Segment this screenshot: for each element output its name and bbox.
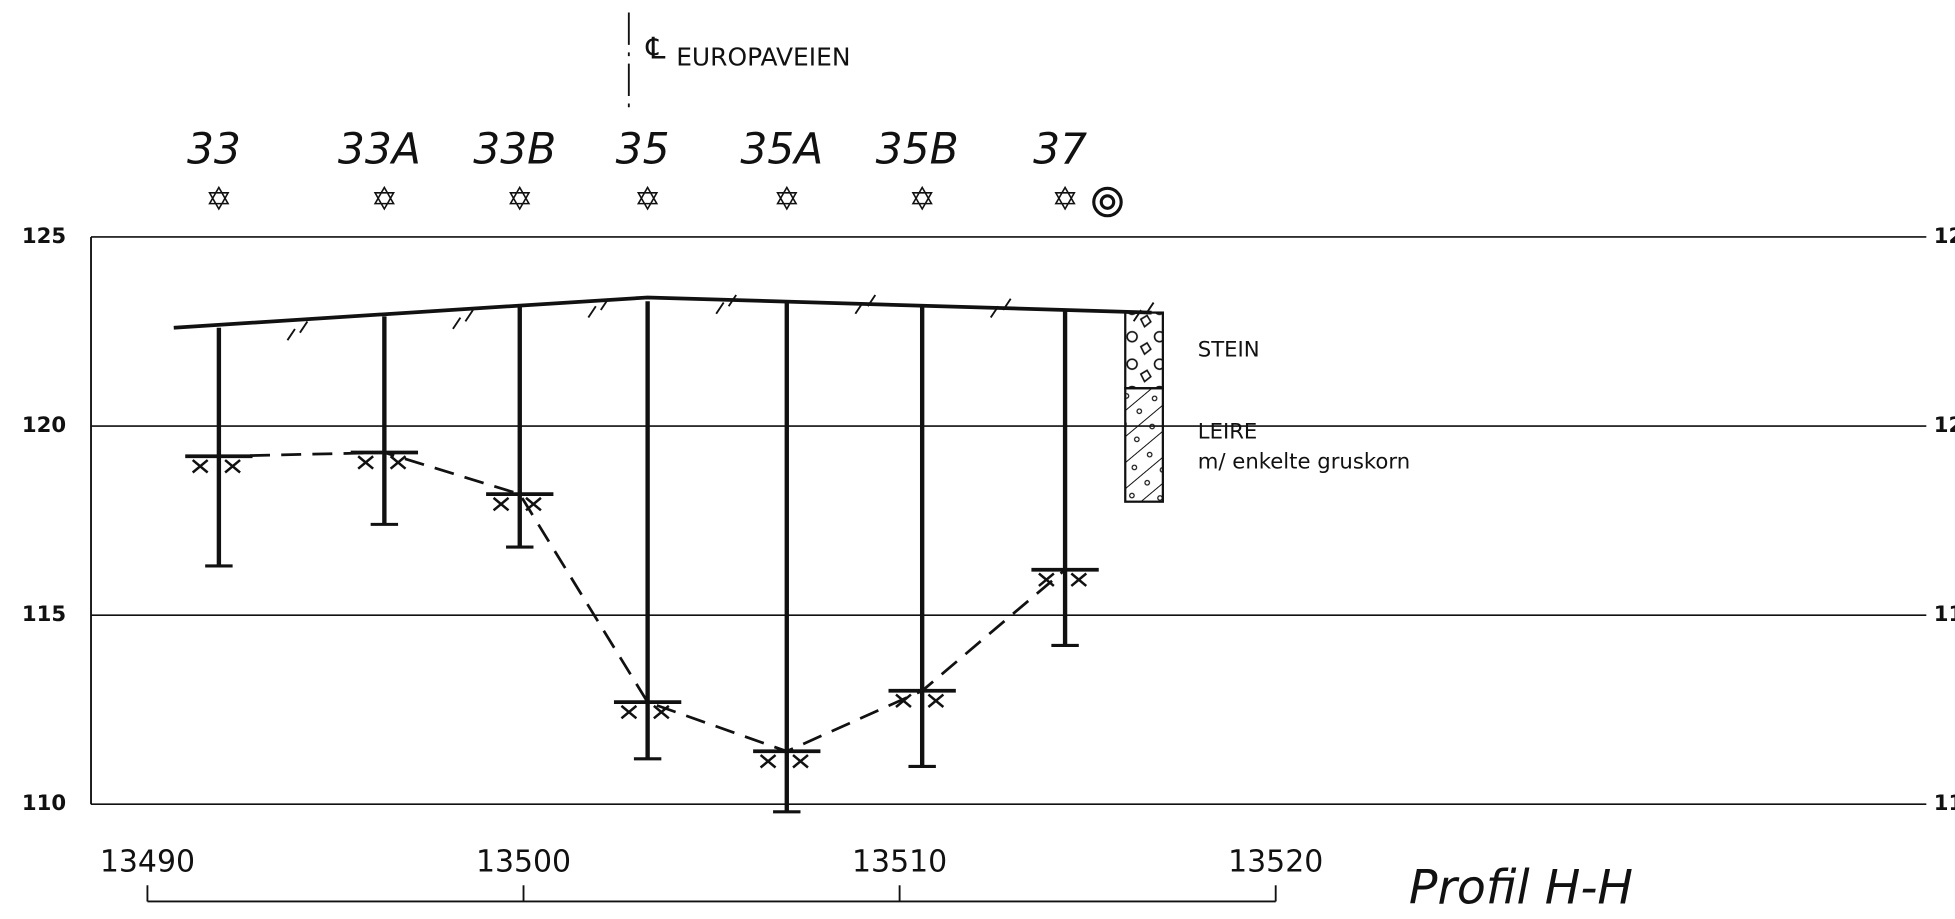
soil-layer	[1125, 388, 1163, 501]
x-tick-label: 13510	[852, 844, 947, 879]
boring-symbol: ✡	[773, 180, 800, 218]
y-tick-label-right: 125	[1934, 223, 1955, 248]
boring-label: 35	[616, 125, 670, 174]
rock-line	[219, 453, 1065, 752]
rock-marker	[1039, 574, 1086, 586]
boring-symbol: ✡	[634, 180, 661, 218]
rock-marker	[494, 498, 541, 510]
well-symbol	[1094, 188, 1121, 215]
boring-symbol: ✡	[909, 180, 936, 218]
boring-symbol: ✡	[371, 180, 398, 218]
y-tick-label: 115	[22, 601, 66, 626]
y-tick-label: 120	[22, 412, 66, 437]
centerline-label: EUROPAVEIEN	[676, 43, 850, 72]
terrain-hatch	[287, 321, 307, 340]
profile-drawing: Profil H-H 110 110 115 115 120 120 125 125 13490…	[0, 0, 1955, 919]
terrain-hatch	[453, 310, 473, 329]
terrain-line	[174, 297, 1152, 327]
drawing-title: Profil H-H	[1409, 860, 1633, 915]
y-tick-label-right: 115	[1934, 601, 1955, 626]
boring-label: 37	[1033, 125, 1087, 174]
rock-marker	[761, 755, 808, 767]
centerline-symbol: ℄	[645, 31, 665, 66]
y-tick-label-right: 120	[1934, 412, 1955, 437]
soil-label: STEIN	[1198, 336, 1260, 361]
boring-symbol: ✡	[205, 180, 232, 218]
soil-label: LEIRE	[1198, 418, 1258, 443]
y-tick-label-right: 110	[1934, 790, 1955, 815]
y-tick-label: 125	[22, 223, 66, 248]
well-symbol-inner	[1101, 196, 1113, 208]
x-tick-label: 13490	[100, 844, 195, 879]
x-tick-label: 13520	[1228, 844, 1323, 879]
rock-marker	[193, 460, 240, 472]
boring-label: 33B	[473, 125, 556, 174]
boring-symbol: ✡	[506, 180, 533, 218]
rock-marker	[358, 456, 405, 468]
boring-label: 33A	[338, 125, 421, 174]
x-tick-label: 13500	[476, 844, 571, 879]
boring-label: 35B	[876, 125, 959, 174]
soil-sublabel: m/ enkelte gruskorn	[1198, 448, 1410, 473]
boring-label: 33	[187, 125, 241, 174]
boring-label: 35A	[740, 125, 823, 174]
boring-symbol: ✡	[1052, 180, 1079, 218]
soil-layer	[1125, 313, 1163, 389]
y-tick-label: 110	[22, 790, 66, 815]
